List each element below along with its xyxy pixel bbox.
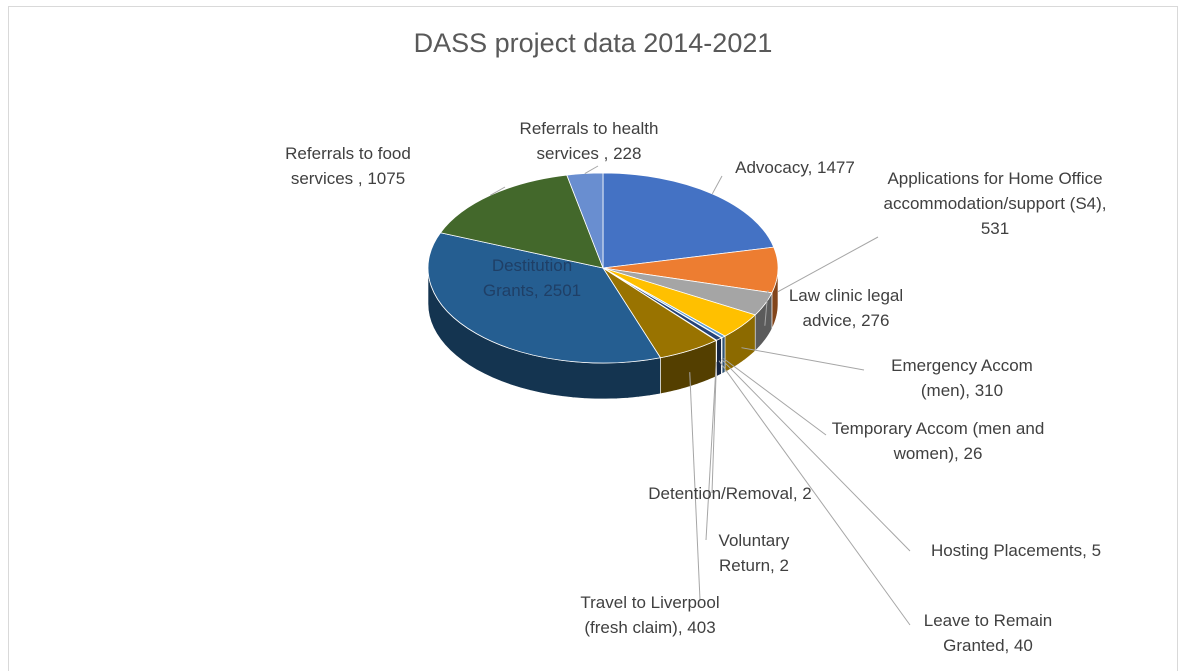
data-label: Emergency Accom (men), 310 [891, 356, 1033, 400]
chart-title: DASS project data 2014-2021 [413, 28, 773, 58]
data-label: Detention/Removal, 2 [648, 484, 812, 503]
leader-line [764, 289, 769, 326]
data-label: Referrals to food services , 1075 [285, 144, 411, 188]
data-label: Destitution Grants, 2501 [482, 256, 582, 300]
leader-line [723, 358, 827, 436]
data-label: Advocacy, 1477 [735, 158, 855, 177]
slice [439, 174, 604, 269]
leader-line [718, 360, 911, 626]
leader-line [490, 186, 506, 196]
slice [427, 232, 662, 364]
data-label: Referrals to health services , 228 [519, 119, 659, 163]
data-label: Temporary Accom (men and women), 26 [831, 419, 1045, 463]
leader-line [711, 361, 717, 494]
leader-lines [490, 165, 911, 626]
leader-line [584, 165, 599, 174]
data-label: Hosting Placements, 5 [930, 541, 1102, 560]
data-label: Law clinic legal advice, 276 [788, 286, 904, 330]
leader-line [711, 175, 723, 195]
leader-line [741, 347, 865, 371]
leader-line [705, 362, 717, 541]
data-label: Leave to Remain Granted, 40 [923, 611, 1053, 655]
leader-line [721, 359, 911, 552]
leader-line [689, 372, 701, 601]
data-label: Voluntary Return, 2 [718, 531, 790, 575]
data-label: Applications for Home Office accommodati… [883, 169, 1107, 238]
data-label: Travel to Liverpool (fresh claim), 403 [580, 593, 720, 637]
leader-line [777, 236, 879, 293]
chart-frame [8, 6, 1178, 671]
slice-tops [427, 172, 779, 364]
slice-side [716, 337, 722, 377]
